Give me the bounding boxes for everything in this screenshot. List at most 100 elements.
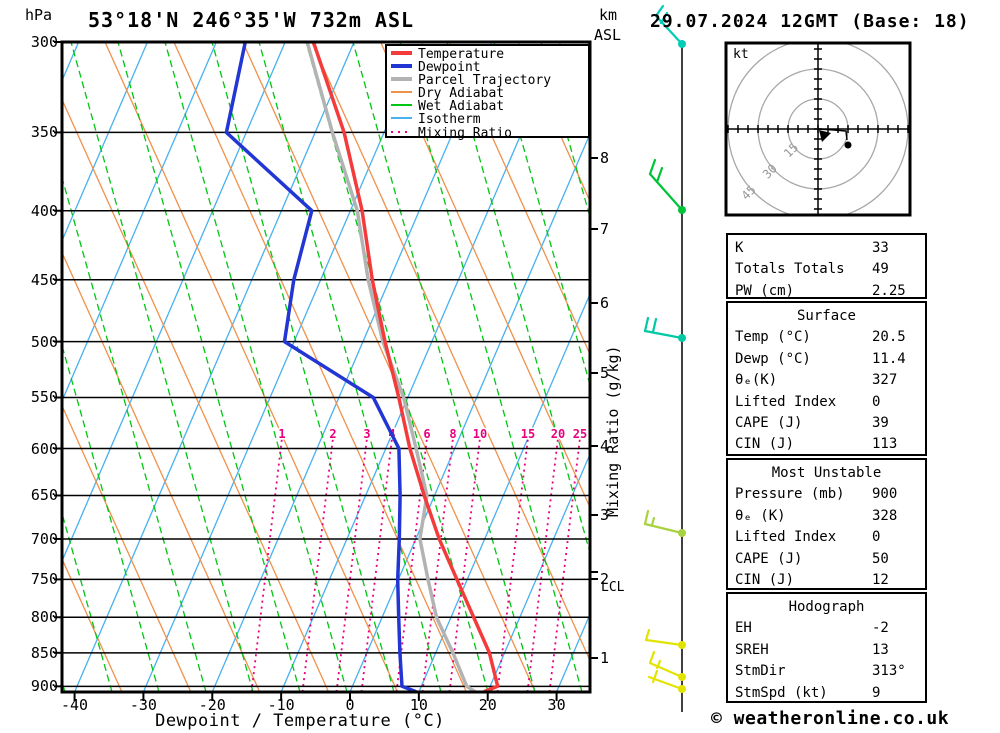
temperature-tick-label: 0: [345, 696, 355, 714]
pressure-tick-label: 350: [30, 123, 58, 142]
indices-table: K 33 Totals Totals 49 PW (cm) 2.25: [726, 233, 927, 299]
legend-entry: Dewpoint: [387, 61, 588, 74]
legend-entry-label: Mixing Ratio: [418, 125, 512, 141]
temperature-tick-label: 30: [547, 696, 566, 714]
pressure-tick-label: 800: [30, 608, 58, 627]
table-row-value: -2: [872, 620, 889, 637]
table-row-label: EH: [735, 620, 752, 637]
pressure-tick-label: 850: [30, 643, 58, 662]
table-row-label: SREH: [735, 641, 769, 658]
temperature-tick-label: -30: [129, 696, 157, 714]
table-row: Temp (°C) 20.5: [728, 327, 925, 348]
table-row: StmSpd (kt) 9: [728, 683, 925, 704]
table-row-value: 900: [872, 486, 898, 503]
legend-sample-line: [391, 77, 412, 82]
legend-sample-line: [391, 104, 412, 107]
legend-entry-label: Dry Adiabat: [418, 86, 505, 102]
table-row-value: 327: [872, 372, 898, 389]
table-row-value: 313°: [872, 663, 906, 680]
wind-barb: [643, 316, 686, 342]
most-unstable-table: Most Unstable Pressure (mb) 900 θₑ (K) 328 Li…: [726, 458, 927, 590]
hodograph-ring-label: 15: [781, 140, 801, 160]
altitude-axis-unit-asl: ASL: [594, 26, 622, 44]
temperature-tick-label: 10: [409, 696, 428, 714]
wind-barb: [647, 669, 686, 693]
temperature-tick-label: 20: [478, 696, 497, 714]
table-row: Pressure (mb) 900: [728, 484, 925, 505]
table-row-label: Lifted Index: [735, 393, 837, 410]
table-row-value: 328: [872, 507, 898, 524]
pressure-tick-label: 500: [30, 332, 58, 351]
legend-entry: Mixing Ratio: [387, 127, 588, 140]
km-tick-label: 1: [600, 649, 610, 667]
table-row: θₑ (K) 328: [728, 506, 925, 527]
table-row-value: 9: [872, 684, 881, 701]
mixing-ratio-value: 8: [449, 427, 456, 441]
table-row-label: θₑ(K): [735, 372, 778, 389]
wind-barb: [648, 158, 686, 214]
legend-entry: Parcel Trajectory: [387, 74, 588, 87]
table-row: K 33: [728, 238, 925, 259]
legend-entry-label: Isotherm: [418, 112, 481, 128]
km-tick-label: 4: [600, 437, 610, 455]
mixing-ratio-value: 20: [551, 427, 565, 441]
legend-entry-label: Dewpoint: [418, 60, 481, 76]
pressure-tick-label: 700: [30, 529, 58, 548]
table-row-label: CIN (J): [735, 571, 795, 588]
altitude-axis-unit-km: km: [599, 6, 618, 24]
legend-entry: Dry Adiabat: [387, 87, 588, 100]
pressure-tick-label: 450: [30, 270, 58, 289]
table-row: StmDir 313°: [728, 661, 925, 682]
copyright: © weatheronline.co.uk: [711, 708, 950, 729]
table-row-label: PW (cm): [735, 282, 795, 299]
wind-barb: [654, 4, 686, 48]
pressure-tick-label: 600: [30, 439, 58, 458]
table-row-value: 33: [872, 240, 889, 256]
pressure-tick-label: 400: [30, 201, 58, 220]
table-row-value: 0: [872, 529, 881, 546]
km-tick-label: 6: [600, 294, 610, 312]
mixing-ratio-value: 3: [363, 427, 370, 441]
legend-entry: Wet Adiabat: [387, 100, 588, 113]
km-tick-label: 7: [600, 220, 610, 238]
km-tick-label: 8: [600, 149, 610, 167]
pressure-tick-label: 650: [30, 486, 58, 505]
legend-entry-label: Wet Adiabat: [418, 99, 505, 115]
wind-barb: [643, 509, 686, 537]
km-tick-label: 5: [600, 364, 610, 382]
lcl-label: LCL: [601, 580, 625, 595]
mixing-ratio-value: 25: [573, 427, 587, 441]
mixing-ratio-value: 15: [521, 427, 535, 441]
legend-sample-line: [391, 64, 412, 69]
table-row-label: Lifted Index: [735, 529, 837, 546]
table-row-value: 50: [872, 550, 889, 567]
table-row-label: Dewp (°C): [735, 350, 811, 367]
legend-entry: Temperature: [387, 48, 588, 61]
legend-entry: Isotherm: [387, 112, 588, 128]
mixing-ratio-value: 2: [329, 427, 336, 441]
table-row-label: Temp (°C): [735, 329, 811, 346]
x-axis-title: Dewpoint / Temperature (°C): [155, 711, 445, 731]
temperature-tick-label: -10: [267, 696, 295, 714]
pressure-tick-label: 900: [30, 677, 58, 696]
wind-barb: [648, 650, 686, 681]
temperature-tick-label: -20: [198, 696, 226, 714]
table-row-label: K: [735, 240, 744, 256]
legend-sample-line: [391, 51, 412, 55]
table-row: PW (cm) 2.25: [728, 281, 925, 302]
km-tick-label: 3: [600, 506, 610, 524]
mixing-ratio-value: 1: [278, 427, 285, 441]
table-row-value: 49: [872, 261, 889, 278]
table-row-value: 12: [872, 571, 889, 588]
table-row-value: 0: [872, 393, 881, 410]
legend-entry-label: Temperature: [418, 47, 505, 62]
table-row: CIN (J) 12: [728, 570, 925, 591]
table-row-label: StmDir: [735, 663, 786, 680]
table-row-label: θₑ (K): [735, 507, 786, 524]
table-row-value: 2.25: [872, 282, 906, 299]
table-row-value: 39: [872, 414, 889, 431]
surface-table: Surface Temp (°C) 20.5 Dewp (°C) 11.4 θₑ(K) 32…: [726, 301, 927, 456]
